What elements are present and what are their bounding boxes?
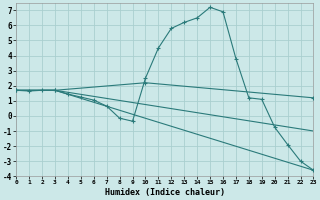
X-axis label: Humidex (Indice chaleur): Humidex (Indice chaleur) [105,188,225,197]
